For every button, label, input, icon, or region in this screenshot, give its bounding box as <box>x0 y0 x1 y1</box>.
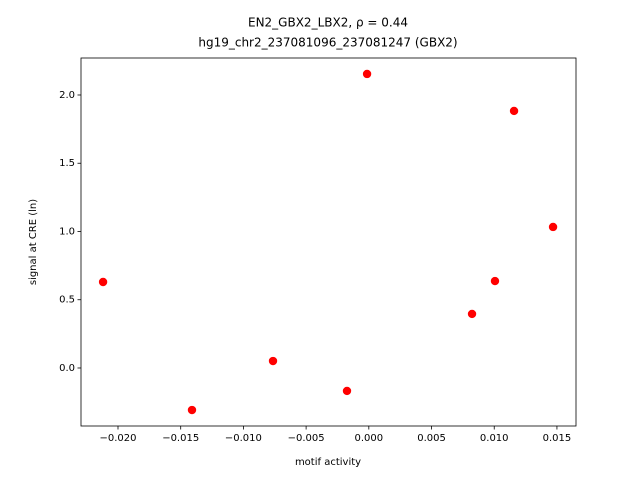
y-tick-label: 1.5 <box>59 158 75 169</box>
x-tick-label: −0.015 <box>162 433 199 444</box>
x-tick-label: 0.000 <box>354 433 383 444</box>
point <box>187 405 197 415</box>
x-tick-label: 0.015 <box>543 433 572 444</box>
chart-subtitle: hg19_chr2_237081096_237081247 (GBX2) <box>198 36 457 50</box>
point <box>362 69 372 79</box>
point <box>509 106 519 116</box>
point <box>98 277 108 287</box>
point <box>268 356 278 366</box>
point <box>467 309 477 319</box>
x-tick-label: 0.010 <box>480 433 509 444</box>
y-tick-label: 1.0 <box>59 226 75 237</box>
x-tick-label: 0.005 <box>417 433 446 444</box>
x-axis-label: motif activity <box>295 457 361 468</box>
x-tick-label: −0.010 <box>225 433 262 444</box>
x-tick-label: −0.020 <box>99 433 136 444</box>
x-tick-label: −0.005 <box>288 433 325 444</box>
plot-frame <box>80 57 577 427</box>
chart-title: EN2_GBX2_LBX2, ρ = 0.44 <box>248 16 408 30</box>
point <box>490 276 500 286</box>
y-tick-label: 0.0 <box>59 363 75 374</box>
point <box>342 386 352 396</box>
point <box>548 222 558 232</box>
y-axis-label: signal at CRE (ln) <box>28 199 39 285</box>
y-tick-label: 2.0 <box>59 90 75 101</box>
y-tick-label: 0.5 <box>59 295 75 306</box>
